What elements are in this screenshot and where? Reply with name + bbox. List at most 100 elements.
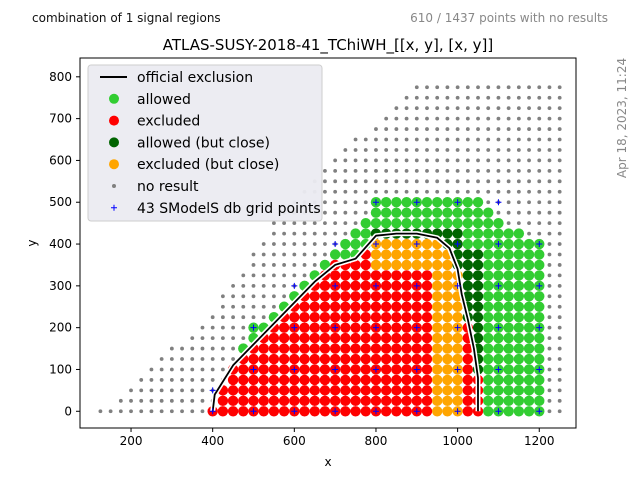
allowed-point bbox=[340, 238, 351, 250]
no-result-point bbox=[231, 336, 235, 341]
excluded-point bbox=[289, 343, 300, 354]
allowed-point bbox=[523, 385, 535, 396]
no-result-point bbox=[272, 231, 276, 236]
allowed-point bbox=[503, 249, 514, 260]
allowed-point bbox=[493, 385, 504, 396]
no-result-point bbox=[547, 304, 552, 309]
no-result-point bbox=[516, 137, 521, 142]
no-result-point bbox=[486, 168, 491, 173]
excluded-point bbox=[268, 395, 280, 407]
excluded-point bbox=[360, 374, 371, 386]
no-result-point bbox=[414, 148, 419, 152]
y-tick-label: 600 bbox=[49, 153, 72, 167]
y-tick-label: 400 bbox=[49, 237, 72, 251]
y-axis-label: y bbox=[25, 239, 39, 246]
no-result-point bbox=[516, 221, 521, 226]
no-result-point bbox=[261, 294, 266, 299]
smodels-grid-point bbox=[536, 408, 543, 415]
allowed-point bbox=[329, 249, 341, 260]
no-result-point bbox=[445, 85, 450, 90]
allowed-point bbox=[462, 197, 474, 208]
no-result-point bbox=[435, 127, 440, 131]
allowed-point bbox=[483, 301, 494, 312]
allowed-point bbox=[513, 312, 525, 323]
no-result-point bbox=[333, 210, 338, 215]
allowed-point bbox=[503, 395, 514, 407]
excluded-close-point bbox=[442, 374, 453, 386]
no-result-point bbox=[425, 95, 429, 100]
no-result-point bbox=[425, 148, 429, 152]
excluded-point bbox=[360, 353, 371, 365]
x-tick-label: 800 bbox=[365, 434, 388, 448]
no-result-point bbox=[374, 127, 378, 131]
no-result-point bbox=[486, 106, 491, 111]
no-result-point bbox=[384, 168, 389, 173]
no-result-point bbox=[272, 304, 276, 309]
excluded-close-point bbox=[452, 332, 463, 344]
excluded-point bbox=[370, 301, 382, 312]
allowed-point bbox=[503, 291, 514, 302]
excluded-point bbox=[421, 353, 433, 365]
excluded-point bbox=[299, 343, 310, 354]
excluded-point bbox=[401, 406, 412, 417]
allowed-point bbox=[483, 207, 494, 218]
no-result-point bbox=[465, 148, 470, 152]
no-result-point bbox=[343, 231, 348, 236]
excluded-point bbox=[268, 364, 280, 375]
excluded-close-point bbox=[370, 249, 382, 260]
no-result-point bbox=[118, 398, 123, 403]
smodels-grid-point bbox=[250, 408, 257, 415]
no-result-point bbox=[527, 116, 531, 121]
smodels-grid-point bbox=[454, 408, 461, 415]
allowed-point bbox=[513, 353, 525, 365]
smodels-grid-point bbox=[495, 199, 502, 206]
smodels-grid-point bbox=[291, 324, 298, 331]
no-result-point bbox=[557, 168, 562, 173]
excluded-point bbox=[268, 353, 280, 365]
no-result-point bbox=[394, 137, 399, 142]
allowed-point bbox=[340, 249, 351, 260]
no-result-point bbox=[302, 242, 307, 246]
excluded-point bbox=[329, 374, 341, 386]
no-result-point bbox=[343, 200, 348, 205]
no-result-point bbox=[516, 210, 521, 215]
allowed-point bbox=[472, 207, 484, 218]
allowed-point bbox=[534, 291, 545, 302]
allowed-point bbox=[401, 207, 412, 218]
no-result-point bbox=[537, 158, 542, 163]
excluded-point bbox=[309, 291, 320, 302]
no-result-point bbox=[516, 85, 521, 90]
no-result-point bbox=[272, 252, 276, 257]
no-result-point bbox=[547, 242, 552, 246]
excluded-point bbox=[360, 385, 371, 396]
no-result-point bbox=[506, 168, 511, 173]
excluded-close-point bbox=[432, 301, 443, 312]
allowed-point bbox=[513, 374, 525, 386]
allowed-point bbox=[432, 217, 443, 229]
no-result-point bbox=[557, 137, 562, 142]
no-result-point bbox=[241, 325, 246, 330]
no-result-point bbox=[425, 189, 429, 194]
excluded-close-point bbox=[432, 374, 443, 386]
no-result-point bbox=[435, 137, 440, 142]
excluded-point bbox=[329, 385, 341, 396]
no-result-point bbox=[527, 221, 531, 226]
no-result-point bbox=[465, 85, 470, 90]
excluded-point bbox=[238, 385, 249, 396]
excluded-point bbox=[350, 259, 361, 271]
allowed-point bbox=[483, 280, 494, 292]
excluded-point bbox=[370, 343, 382, 354]
no-result-point bbox=[282, 252, 287, 257]
excluded-point bbox=[350, 406, 361, 417]
no-result-point bbox=[200, 398, 205, 403]
no-result-point bbox=[547, 409, 552, 414]
excluded-point bbox=[340, 353, 351, 365]
no-result-point bbox=[445, 95, 450, 100]
no-result-point bbox=[506, 158, 511, 163]
no-result-point bbox=[486, 200, 491, 205]
excluded-close-point bbox=[452, 312, 463, 323]
no-result-point bbox=[476, 95, 480, 100]
no-result-point bbox=[200, 357, 205, 361]
no-result-point bbox=[537, 189, 542, 194]
excluded-close-point bbox=[442, 280, 453, 292]
